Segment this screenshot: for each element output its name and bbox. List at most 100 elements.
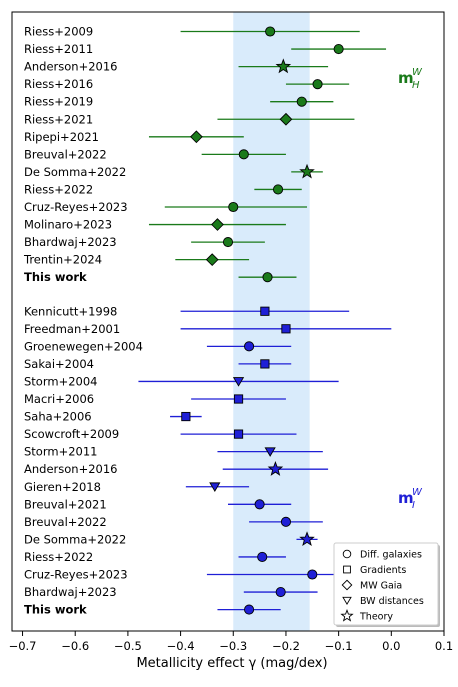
data-point-mI-7 <box>180 429 297 439</box>
point-marker <box>233 429 244 439</box>
data-point-mI-14 <box>238 551 286 563</box>
row-label: Saha+2006 <box>24 410 92 424</box>
row-label: Cruz-Reyes+2023 <box>24 568 128 582</box>
row-label: Riess+2021 <box>24 112 93 126</box>
row-label: Gieren+2018 <box>24 480 101 494</box>
data-point-mH-4 <box>270 96 334 107</box>
legend-label: Gradients <box>360 565 406 576</box>
data-point-mH-5 <box>217 112 355 126</box>
data-point-mI-16 <box>243 587 318 598</box>
legend-box <box>333 542 439 626</box>
row-label: Storm+2011 <box>24 445 97 459</box>
point-marker <box>267 461 284 476</box>
metallicity-band <box>233 12 310 631</box>
point-marker <box>209 482 221 492</box>
point-marker <box>262 272 273 283</box>
row-label: Riess+2016 <box>24 77 93 91</box>
legend-label: Diff. galaxies <box>360 550 422 561</box>
data-point-mH-10 <box>164 201 308 213</box>
point-marker <box>260 306 270 316</box>
data-point-mH-6 <box>148 130 244 144</box>
series-label-sub: H <box>412 80 420 91</box>
data-point-mI-0 <box>180 306 350 316</box>
data-point-mI-8 <box>217 447 323 457</box>
legend-marker-square <box>343 565 351 574</box>
data-point-mH-7 <box>201 149 286 160</box>
data-point-mI-11 <box>228 499 292 510</box>
point-marker <box>275 587 286 598</box>
row-label: Anderson+2016 <box>24 60 117 74</box>
point-marker <box>307 569 318 580</box>
point-marker <box>312 79 323 90</box>
point-marker <box>254 499 265 510</box>
legend-label: MW Gaia <box>360 581 402 592</box>
row-label: Riess+2019 <box>24 95 93 109</box>
data-point-mH-8 <box>291 163 323 179</box>
x-tick-label: −0.1 <box>325 639 353 653</box>
row-label: Macri+2006 <box>24 392 94 406</box>
point-marker <box>264 447 276 457</box>
series-label-super: W <box>412 67 423 78</box>
point-marker <box>211 218 224 231</box>
point-marker <box>299 531 315 547</box>
point-marker <box>280 516 292 527</box>
errorbar-layer <box>138 26 418 615</box>
data-point-mI-3 <box>238 359 292 369</box>
band-layer <box>233 12 310 631</box>
row-label: Storm+2004 <box>24 374 97 388</box>
point-marker <box>299 163 315 179</box>
legend-marker-diamond <box>341 579 353 591</box>
data-point-mI-4 <box>138 377 339 387</box>
point-marker <box>181 411 191 422</box>
point-marker <box>279 112 293 126</box>
point-marker <box>244 604 255 615</box>
series-label-mI: m <box>398 489 414 507</box>
point-marker <box>275 58 292 74</box>
row-label: Bhardwaj+2023 <box>24 235 117 249</box>
point-marker <box>228 201 239 213</box>
data-point-mH-12 <box>191 237 265 248</box>
data-point-mI-9 <box>222 461 329 476</box>
data-point-mI-5 <box>191 394 286 404</box>
point-marker <box>190 130 203 144</box>
label-layer: Riess+2009 Riess+2011 Anderson+2016 Riess+2… <box>23 25 143 617</box>
x-axis: −0.7 −0.6 −0.5 −0.4 −0.3 −0.2 −0.1 0.0 0.1 <box>9 11 453 653</box>
legend-label: Theory <box>359 612 393 623</box>
row-label: Breuval+2021 <box>24 497 107 511</box>
row-label: Groenewegen+2004 <box>24 339 143 353</box>
x-tick-label: −0.7 <box>9 639 37 653</box>
point-marker <box>205 253 219 267</box>
legend-marker-triangle <box>342 596 352 605</box>
row-label: Riess+2009 <box>24 25 93 39</box>
point-marker <box>244 341 255 352</box>
data-point-mH-13 <box>175 253 250 267</box>
series-label-sub: I <box>412 500 415 511</box>
point-marker <box>260 359 270 369</box>
data-point-mH-9 <box>254 184 302 195</box>
point-marker <box>333 44 344 55</box>
point-marker <box>257 551 268 563</box>
x-tick-label: −0.4 <box>167 639 195 653</box>
row-label: Riess+2011 <box>24 42 93 56</box>
data-point-mH-0 <box>180 26 360 37</box>
data-point-mI-6 <box>170 411 202 422</box>
series-label-mH: m <box>398 69 414 87</box>
row-label: This work <box>24 603 87 617</box>
data-point-mH-3 <box>285 79 350 90</box>
point-marker <box>272 184 284 195</box>
legend-marker-circle <box>342 549 352 559</box>
data-point-mI-1 <box>180 324 392 334</box>
point-marker <box>265 26 276 37</box>
row-label: Trentin+2024 <box>23 253 102 267</box>
x-tick-label: −0.3 <box>219 639 247 653</box>
row-label: De Somma+2022 <box>24 165 126 179</box>
point-marker <box>238 149 249 160</box>
x-tick-label: −0.5 <box>114 639 142 653</box>
x-tick-label: 0.1 <box>435 639 453 653</box>
plot-frame <box>11 11 445 632</box>
row-label: Riess+2022 <box>24 550 93 564</box>
row-label: Sakai+2004 <box>24 357 94 371</box>
data-point-mH-11 <box>148 218 286 231</box>
row-label: Kennicutt+1998 <box>24 304 117 318</box>
row-label: Anderson+2016 <box>24 462 117 476</box>
